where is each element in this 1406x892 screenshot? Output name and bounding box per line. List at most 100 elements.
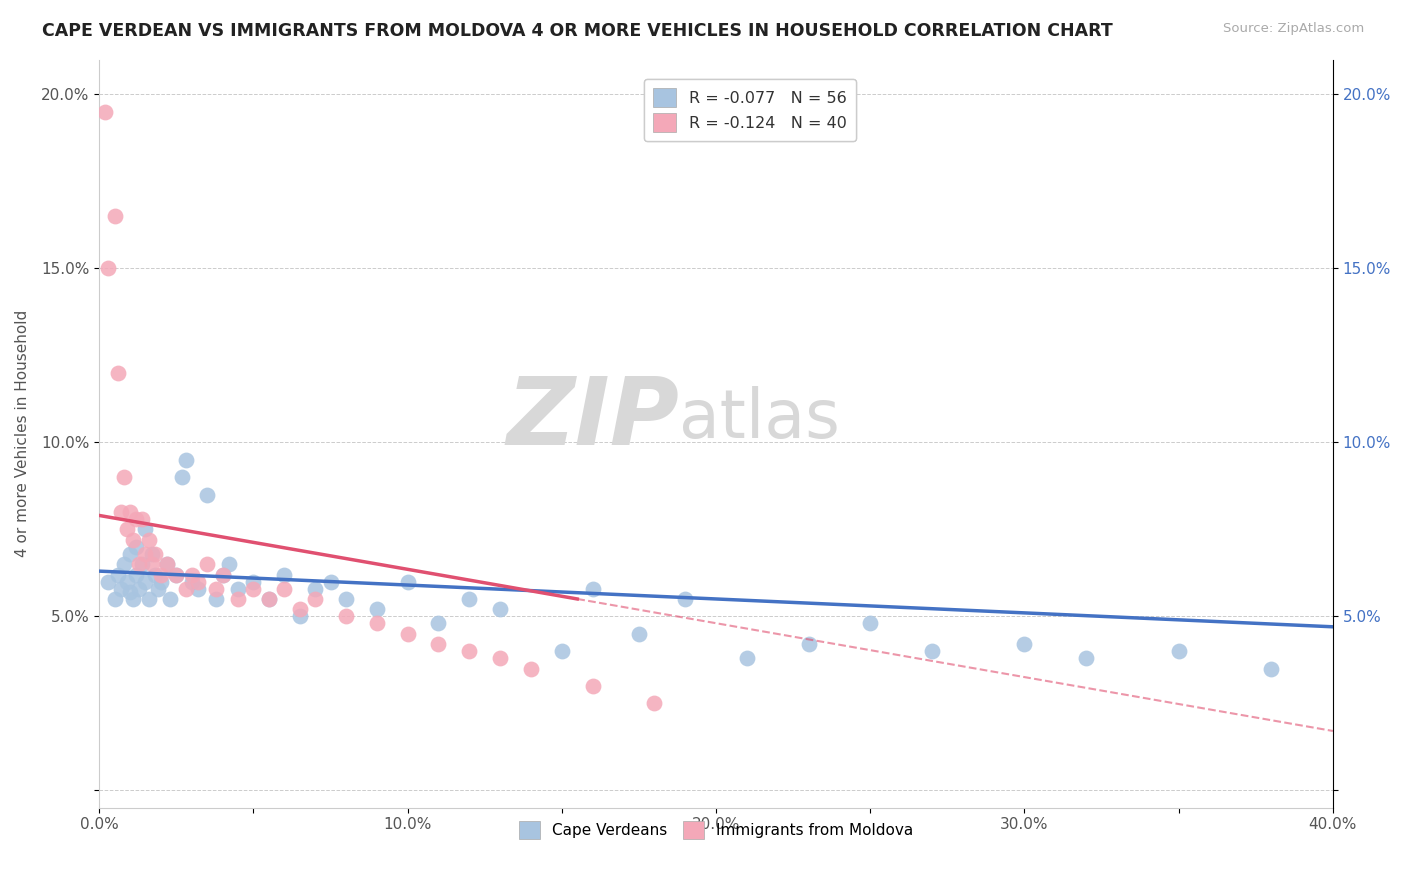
Point: [396, 574, 419, 589]
Point: [107, 567, 129, 582]
Point: [205, 591, 228, 606]
Point: [458, 644, 481, 658]
Point: [174, 582, 197, 596]
Point: [159, 591, 181, 606]
Point: [128, 582, 150, 596]
Point: [627, 626, 650, 640]
Point: [131, 512, 153, 526]
Point: [226, 591, 249, 606]
Point: [134, 522, 156, 536]
Point: [149, 567, 172, 582]
Point: [110, 505, 132, 519]
Point: [226, 582, 249, 596]
Point: [551, 644, 574, 658]
Point: [273, 582, 295, 596]
Point: [211, 567, 233, 582]
Point: [118, 585, 141, 599]
Point: [735, 651, 758, 665]
Point: [118, 547, 141, 561]
Point: [134, 547, 156, 561]
Point: [112, 557, 135, 571]
Point: [112, 470, 135, 484]
Point: [156, 557, 179, 571]
Point: [242, 574, 264, 589]
Point: [134, 574, 156, 589]
Point: [156, 557, 179, 571]
Point: [97, 261, 120, 276]
Point: [582, 582, 605, 596]
Point: [143, 567, 166, 582]
Point: [304, 591, 326, 606]
Point: [797, 637, 820, 651]
Point: [165, 567, 187, 582]
Point: [218, 557, 240, 571]
Point: [104, 591, 127, 606]
Point: [125, 512, 148, 526]
Point: [174, 452, 197, 467]
Point: [107, 366, 129, 380]
Point: [146, 582, 169, 596]
Point: [128, 557, 150, 571]
Point: [141, 547, 163, 561]
Point: [673, 591, 696, 606]
Point: [859, 616, 882, 631]
Point: [335, 591, 357, 606]
Point: [122, 533, 145, 547]
Point: [489, 651, 512, 665]
Point: [131, 557, 153, 571]
Point: [396, 626, 419, 640]
Point: [94, 104, 117, 119]
Point: [165, 567, 187, 582]
Point: [180, 574, 202, 589]
Point: [335, 609, 357, 624]
Point: [1167, 644, 1189, 658]
Point: [138, 591, 160, 606]
Point: [273, 567, 295, 582]
Point: [149, 574, 172, 589]
Text: atlas: atlas: [679, 385, 839, 451]
Point: [366, 616, 388, 631]
Point: [304, 582, 326, 596]
Point: [97, 574, 120, 589]
Legend: Cape Verdeans, Immigrants from Moldova: Cape Verdeans, Immigrants from Moldova: [512, 815, 920, 845]
Point: [489, 602, 512, 616]
Point: [257, 591, 280, 606]
Point: [582, 679, 605, 693]
Point: [520, 662, 543, 676]
Point: [195, 487, 218, 501]
Point: [211, 567, 233, 582]
Point: [143, 547, 166, 561]
Point: [115, 574, 138, 589]
Text: CAPE VERDEAN VS IMMIGRANTS FROM MOLDOVA 4 OR MORE VEHICLES IN HOUSEHOLD CORRELAT: CAPE VERDEAN VS IMMIGRANTS FROM MOLDOVA …: [42, 22, 1114, 40]
Point: [427, 637, 450, 651]
Point: [187, 574, 209, 589]
Point: [125, 567, 148, 582]
Point: [205, 582, 228, 596]
Point: [366, 602, 388, 616]
Point: [180, 567, 202, 582]
Point: [115, 522, 138, 536]
Text: Source: ZipAtlas.com: Source: ZipAtlas.com: [1223, 22, 1364, 36]
Point: [195, 557, 218, 571]
Y-axis label: 4 or more Vehicles in Household: 4 or more Vehicles in Household: [15, 310, 30, 558]
Point: [921, 644, 943, 658]
Point: [643, 697, 665, 711]
Point: [1076, 651, 1098, 665]
Point: [187, 582, 209, 596]
Point: [172, 470, 194, 484]
Point: [242, 582, 264, 596]
Point: [141, 557, 163, 571]
Point: [1260, 662, 1282, 676]
Point: [104, 209, 127, 223]
Point: [110, 582, 132, 596]
Point: [427, 616, 450, 631]
Point: [288, 609, 311, 624]
Point: [257, 591, 280, 606]
Point: [288, 602, 311, 616]
Point: [458, 591, 481, 606]
Point: [122, 591, 145, 606]
Text: ZIP: ZIP: [506, 373, 679, 465]
Point: [118, 505, 141, 519]
Point: [125, 540, 148, 554]
Point: [1014, 637, 1036, 651]
